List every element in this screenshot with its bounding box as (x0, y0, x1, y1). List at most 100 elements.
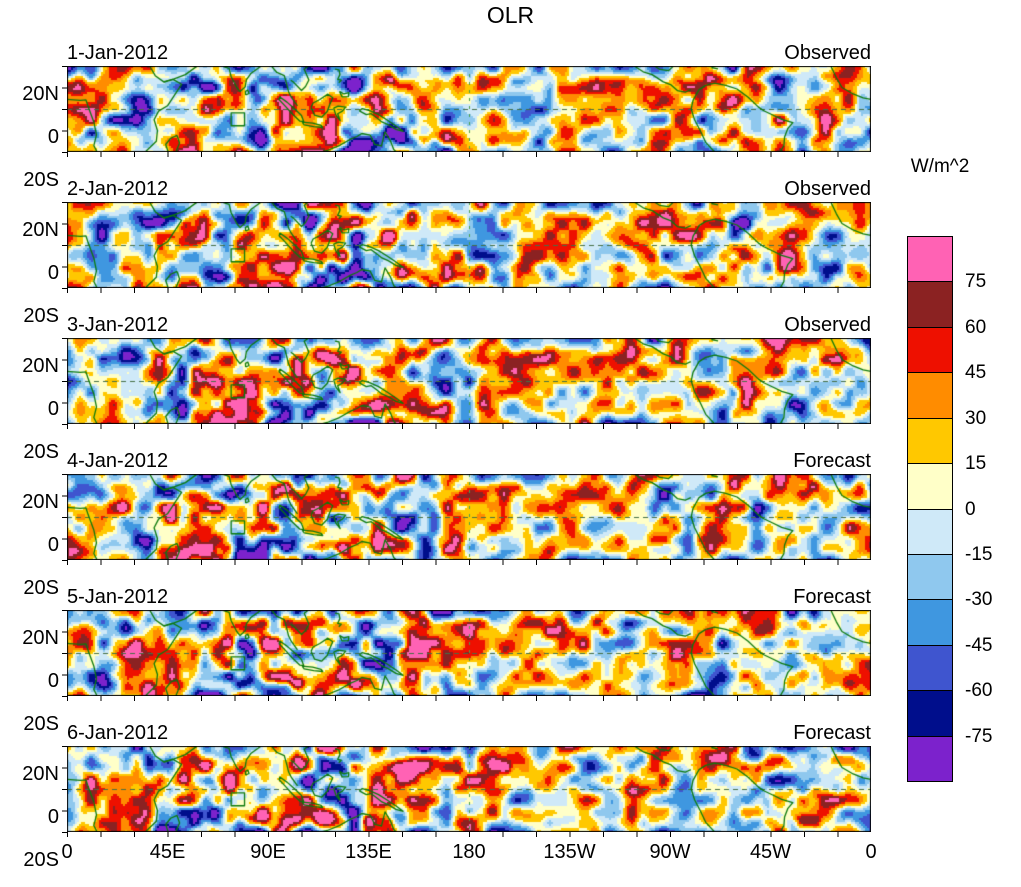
y-tick-label: 0 (47, 806, 59, 828)
x-tick-marks (67, 424, 871, 429)
colorbar-tick-label: -15 (965, 543, 993, 565)
map-canvas (67, 66, 871, 152)
y-tick-marks (62, 746, 67, 833)
x-tick-marks (67, 832, 871, 837)
colorbar-tick-label: 75 (965, 271, 987, 293)
figure-title: OLR (486, 2, 535, 28)
panel-source-label: Forecast (793, 586, 871, 608)
x-tick-marks (67, 288, 871, 293)
x-tick-marks (67, 696, 871, 701)
panel-header: 6-Jan-2012 Forecast (67, 718, 871, 744)
panel-source-label: Observed (784, 178, 871, 200)
y-tick-label: 20S (23, 441, 59, 463)
x-tick-marks (67, 560, 871, 565)
panel-source-label: Observed (784, 314, 871, 336)
colorbar-segment (908, 645, 952, 691)
y-tick-marks (62, 610, 67, 697)
panel-source-label: Forecast (793, 450, 871, 472)
x-axis-tick-label: 180 (452, 841, 486, 863)
panel-header: 2-Jan-2012 Observed (67, 174, 871, 200)
colorbar-tick-label: -45 (965, 634, 993, 656)
panel-date-label: 1-Jan-2012 (67, 42, 169, 64)
x-axis: 0 45E 90E 135E 180 135W 90W 45W 0 (61, 841, 876, 865)
panel-source-label: Observed (784, 42, 871, 64)
y-tick-label: 20N (22, 763, 59, 785)
map-panel-2: 2-Jan-2012 Observed 20N 0 20S (22, 174, 871, 326)
map-panel-5: 5-Jan-2012 Forecast 20N 0 20S (22, 582, 871, 734)
map-area (62, 474, 871, 565)
colorbar-segment (908, 282, 952, 327)
y-tick-label: 20S (23, 849, 59, 871)
map-area (62, 202, 871, 293)
colorbar-tick-label: 30 (965, 407, 987, 429)
y-tick-label: 20N (22, 219, 59, 241)
y-tick-label: 20S (23, 169, 59, 191)
map-panel-3: 3-Jan-2012 Observed 20N 0 20S (22, 310, 871, 462)
map-canvas (67, 338, 871, 424)
y-tick-label: 0 (47, 262, 59, 284)
panel-source-label: Forecast (793, 722, 871, 744)
panel-date-label: 6-Jan-2012 (67, 722, 169, 744)
colorbar-tick-label: -60 (965, 680, 993, 702)
colorbar-tick-label: -75 (965, 725, 993, 747)
y-tick-label: 20S (23, 713, 59, 735)
x-tick-marks (67, 152, 871, 157)
colorbar-segment (908, 691, 952, 736)
map-panel-1: 1-Jan-2012 Observed 20N 0 20S (22, 38, 871, 190)
colorbar-segment (908, 600, 952, 645)
map-canvas (67, 610, 871, 696)
map-area (62, 610, 871, 701)
colorbar-segment (908, 237, 952, 282)
x-axis-tick-label: 135W (543, 841, 596, 863)
colorbar-tick-label: 0 (965, 498, 976, 520)
y-tick-label: 20S (23, 577, 59, 599)
map-area (62, 66, 871, 157)
colorbar-segment (908, 736, 952, 782)
colorbar (907, 236, 953, 782)
panel-header: 1-Jan-2012 Observed (67, 38, 871, 64)
y-tick-label: 0 (47, 126, 59, 148)
y-tick-label: 0 (47, 534, 59, 556)
colorbar-segment (908, 418, 952, 464)
y-tick-label: 20N (22, 83, 59, 105)
colorbar-tick-label: -30 (965, 589, 993, 611)
map-canvas (67, 202, 871, 288)
y-tick-label: 0 (47, 670, 59, 692)
x-axis-tick-label: 90W (649, 841, 691, 863)
map-canvas (67, 746, 871, 832)
colorbar-segment (908, 327, 952, 373)
x-axis-tick-label: 0 (865, 841, 877, 863)
y-tick-label: 20N (22, 491, 59, 513)
y-tick-marks (62, 202, 67, 289)
colorbar-segment (908, 464, 952, 509)
map-panel-4: 4-Jan-2012 Forecast 20N 0 20S (22, 446, 871, 598)
panel-header: 4-Jan-2012 Forecast (67, 446, 871, 472)
y-tick-marks (62, 474, 67, 561)
x-axis-tick-label: 90E (250, 841, 286, 863)
colorbar-segment (908, 509, 952, 554)
map-area (62, 746, 871, 837)
map-canvas (67, 474, 871, 560)
x-axis-tick-label: 45W (749, 841, 792, 863)
colorbar-tick-label: 60 (965, 316, 987, 338)
map-panel-6: 6-Jan-2012 Forecast 20N 0 20S (22, 718, 871, 870)
panel-date-label: 5-Jan-2012 (67, 586, 169, 608)
colorbar-tick-label: 15 (965, 453, 987, 475)
y-tick-marks (62, 338, 67, 425)
y-tick-marks (62, 66, 67, 153)
panel-date-label: 4-Jan-2012 (67, 450, 169, 472)
y-tick-label: 20N (22, 355, 59, 377)
panel-date-label: 3-Jan-2012 (67, 314, 169, 336)
colorbar-segment (908, 373, 952, 418)
panel-date-label: 2-Jan-2012 (67, 178, 169, 200)
x-axis-tick-label: 135E (345, 841, 392, 863)
x-axis-tick-label: 0 (61, 841, 73, 863)
panel-header: 5-Jan-2012 Forecast (67, 582, 871, 608)
map-area (62, 338, 871, 429)
colorbar-segment (908, 554, 952, 600)
colorbar-tick-label: 45 (965, 362, 987, 384)
y-tick-label: 20S (23, 305, 59, 327)
y-tick-label: 0 (47, 398, 59, 420)
y-tick-label: 20N (22, 627, 59, 649)
